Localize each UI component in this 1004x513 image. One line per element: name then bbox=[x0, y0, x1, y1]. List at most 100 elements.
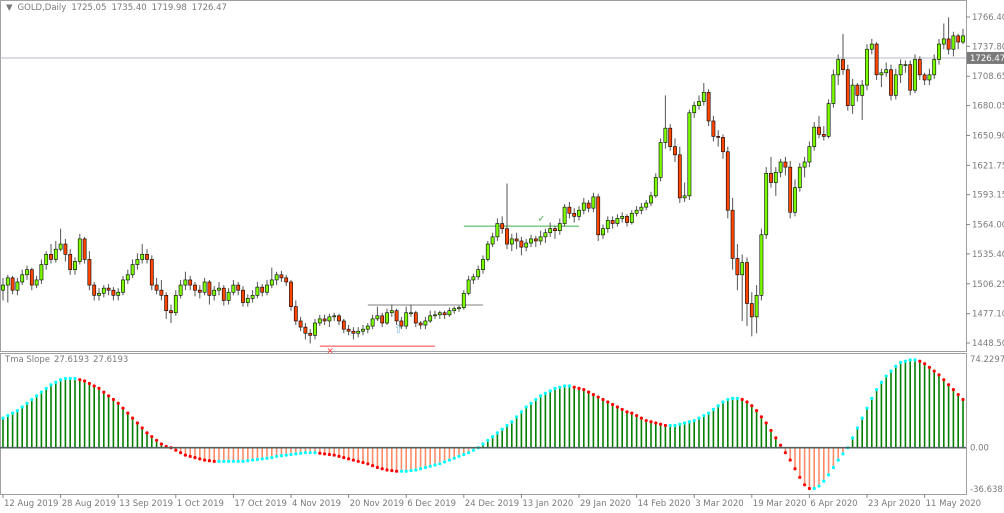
candle bbox=[169, 304, 173, 324]
bull-candle-body bbox=[53, 248, 58, 260]
bull-candle-body bbox=[961, 35, 965, 43]
bear-candle-body bbox=[673, 146, 677, 156]
bull-candle-body bbox=[778, 161, 783, 173]
bear-candle-body bbox=[399, 320, 404, 327]
rising-dot bbox=[831, 465, 836, 470]
rising-dot bbox=[875, 388, 879, 392]
candle bbox=[101, 285, 106, 298]
bear-candle-body bbox=[596, 196, 601, 236]
candle bbox=[956, 33, 961, 50]
falling-dot bbox=[591, 392, 596, 397]
candle bbox=[653, 173, 658, 198]
candle bbox=[317, 314, 322, 327]
rising-dot bbox=[515, 415, 519, 419]
falling-dot bbox=[390, 468, 394, 473]
rising-dot bbox=[913, 358, 917, 362]
rising-dot bbox=[11, 411, 15, 415]
bull-candle-body bbox=[226, 291, 231, 301]
rising-dot bbox=[462, 452, 466, 457]
rising-dot bbox=[735, 396, 740, 400]
candle bbox=[567, 201, 572, 219]
time-tick-label: 4 Nov 2019 bbox=[292, 499, 341, 509]
rising-dot bbox=[59, 378, 63, 382]
falling-dot bbox=[198, 457, 202, 461]
candle bbox=[154, 277, 159, 295]
price-tick-label: 1766.40 bbox=[972, 13, 1004, 23]
candle bbox=[927, 68, 932, 86]
falling-dot bbox=[380, 467, 384, 471]
bear-candle-body bbox=[169, 310, 173, 314]
candle bbox=[951, 31, 956, 57]
candle bbox=[644, 199, 649, 211]
bull-candle-body bbox=[471, 276, 476, 281]
current-price-badge bbox=[967, 51, 1004, 64]
candle bbox=[135, 253, 140, 270]
rising-dot bbox=[548, 389, 552, 393]
bull-candle-body bbox=[740, 262, 745, 276]
bull-candle-body bbox=[15, 281, 20, 291]
rising-dot bbox=[491, 435, 495, 439]
bear-candle-body bbox=[260, 286, 265, 293]
bull-candle-body bbox=[476, 269, 481, 278]
bear-candle-body bbox=[519, 240, 524, 248]
falling-dot bbox=[111, 397, 115, 402]
bull-candle-body bbox=[125, 274, 130, 281]
falling-dot bbox=[659, 422, 663, 426]
candle bbox=[97, 288, 101, 301]
bear-candle-body bbox=[783, 161, 788, 168]
bull-candle-body bbox=[932, 59, 937, 76]
rising-dot bbox=[438, 462, 442, 466]
candle bbox=[193, 281, 197, 297]
bull-candle-body bbox=[826, 103, 831, 137]
candle bbox=[711, 115, 716, 142]
time-tick-label: 20 Nov 2019 bbox=[350, 499, 404, 509]
rising-dot bbox=[519, 410, 524, 414]
rising-dot bbox=[711, 407, 716, 412]
bull-candle-body bbox=[879, 72, 884, 76]
bear-candle-body bbox=[418, 322, 423, 326]
falling-dot bbox=[193, 456, 197, 460]
candle bbox=[874, 42, 879, 80]
candle bbox=[49, 244, 53, 264]
candle bbox=[884, 62, 889, 77]
candle bbox=[663, 95, 668, 149]
bear-candle-body bbox=[236, 284, 241, 291]
price-tick-label: 1708.65 bbox=[972, 72, 1004, 82]
candle bbox=[649, 191, 653, 207]
bear-candle-body bbox=[380, 315, 385, 324]
bull-candle-body bbox=[869, 43, 874, 50]
candle bbox=[562, 204, 567, 227]
rising-dot bbox=[534, 397, 538, 402]
bear-candle-body bbox=[106, 287, 111, 291]
candle bbox=[423, 316, 428, 330]
candle bbox=[173, 290, 178, 316]
bull-candle-body bbox=[25, 269, 29, 276]
triangle-down-icon[interactable]: ▼ bbox=[6, 3, 13, 13]
bull-candle-body bbox=[495, 223, 500, 238]
arrow-up-marker: ⇧ bbox=[394, 323, 403, 336]
falling-dot bbox=[145, 431, 149, 435]
bull-candle-body bbox=[663, 127, 668, 143]
candle bbox=[682, 182, 687, 202]
bull-candle-body bbox=[927, 74, 932, 81]
bear-candle-body bbox=[322, 318, 327, 322]
bull-candle-body bbox=[898, 64, 903, 76]
high-value: 1735.40 bbox=[111, 3, 147, 13]
chart-header: ▼ GOLD,Daily 1725.05 1735.40 1719.98 1726.47 bbox=[6, 3, 232, 13]
candle bbox=[236, 281, 241, 296]
bear-candle-body bbox=[922, 74, 927, 81]
candle bbox=[385, 308, 389, 326]
rising-dot bbox=[275, 454, 279, 458]
candle bbox=[130, 259, 135, 278]
candle bbox=[380, 312, 385, 328]
bull-candle-body bbox=[557, 223, 562, 232]
rising-dot bbox=[702, 413, 706, 418]
candle bbox=[505, 183, 509, 250]
indicator-value-1: 27.6193 bbox=[53, 355, 90, 365]
bear-candle-body bbox=[193, 284, 197, 291]
falling-dot bbox=[803, 483, 807, 487]
bear-candle-body bbox=[725, 151, 730, 211]
candle bbox=[1, 277, 5, 301]
candle bbox=[409, 304, 413, 317]
